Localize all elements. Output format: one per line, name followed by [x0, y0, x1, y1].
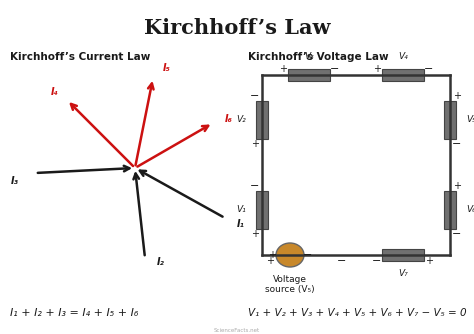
Text: −: − — [452, 139, 462, 149]
Bar — [288, 69, 330, 81]
Text: V₁: V₁ — [236, 205, 246, 214]
Text: I₁ + I₂ + I₃ = I₄ + I₅ + I₆: I₁ + I₂ + I₃ = I₄ + I₅ + I₆ — [10, 308, 138, 318]
Text: I₁: I₁ — [237, 219, 245, 229]
Text: −: − — [372, 256, 382, 266]
Text: Kirchhoff’s Current Law: Kirchhoff’s Current Law — [10, 52, 150, 62]
Text: ScienceFacts.net: ScienceFacts.net — [214, 328, 260, 333]
Text: −: − — [250, 181, 260, 191]
Ellipse shape — [276, 243, 304, 267]
Bar — [444, 101, 456, 139]
Text: V₆: V₆ — [466, 205, 474, 214]
Text: +: + — [373, 64, 381, 74]
Bar — [382, 69, 424, 81]
Text: I₃: I₃ — [11, 176, 19, 186]
Text: Kirchhoff’s Law: Kirchhoff’s Law — [144, 18, 330, 38]
Text: V₇: V₇ — [398, 269, 408, 278]
Text: source (V₅): source (V₅) — [265, 285, 315, 294]
Text: I₄: I₄ — [51, 87, 59, 97]
Text: +: + — [251, 229, 259, 239]
Text: Kirchhoff’s Voltage Law: Kirchhoff’s Voltage Law — [248, 52, 389, 62]
Text: −: − — [250, 91, 260, 101]
Text: I₆: I₆ — [225, 114, 233, 124]
Text: I₅: I₅ — [163, 63, 171, 73]
Text: −: − — [337, 256, 346, 266]
Text: −: − — [452, 229, 462, 239]
Text: +: + — [251, 139, 259, 149]
Text: −: − — [330, 64, 340, 74]
Text: +: + — [425, 256, 433, 266]
Text: +: + — [453, 181, 461, 191]
Text: +: + — [266, 256, 274, 266]
Text: +: + — [279, 64, 287, 74]
Text: V₁ + V₂ + V₃ + V₄ + V₅ + V₆ + V₇ − V₅ = 0: V₁ + V₂ + V₃ + V₄ + V₅ + V₆ + V₇ − V₅ = … — [248, 308, 466, 318]
Text: +: + — [268, 250, 276, 260]
Text: +: + — [453, 91, 461, 101]
Text: V₂: V₂ — [236, 116, 246, 125]
Bar — [382, 249, 424, 261]
Text: V₅: V₅ — [466, 116, 474, 125]
Text: V₄: V₄ — [398, 52, 408, 61]
Bar — [444, 191, 456, 229]
Text: I₂: I₂ — [157, 257, 165, 267]
Bar — [256, 191, 268, 229]
Bar — [256, 101, 268, 139]
Text: Voltage: Voltage — [273, 275, 307, 284]
Text: V₃: V₃ — [304, 52, 314, 61]
Text: −: − — [303, 250, 313, 260]
Text: −: − — [424, 64, 434, 74]
